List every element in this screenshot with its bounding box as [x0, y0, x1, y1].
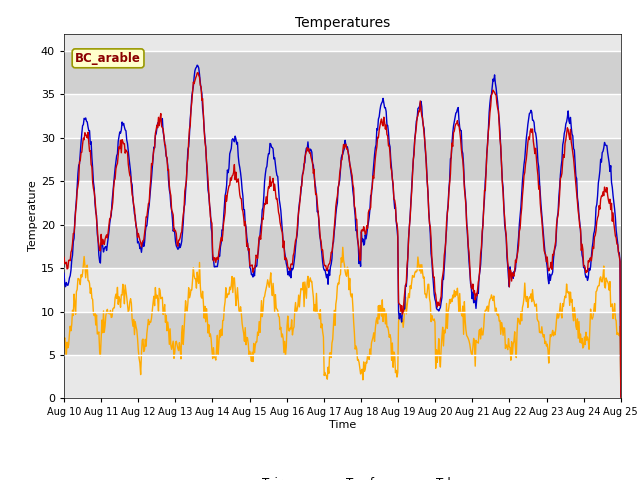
Bar: [64, 312, 621, 355]
Bar: [64, 181, 621, 225]
Y-axis label: Temperature: Temperature: [28, 180, 38, 252]
Bar: [64, 95, 621, 138]
Legend: Tair, Tsurf, Tsky: Tair, Tsurf, Tsky: [219, 472, 466, 480]
Title: Temperatures: Temperatures: [295, 16, 390, 30]
Text: BC_arable: BC_arable: [75, 52, 141, 65]
Bar: [64, 138, 621, 181]
X-axis label: Time: Time: [329, 420, 356, 430]
Bar: [64, 225, 621, 268]
Bar: [64, 51, 621, 95]
Bar: [64, 355, 621, 398]
Bar: [64, 268, 621, 312]
